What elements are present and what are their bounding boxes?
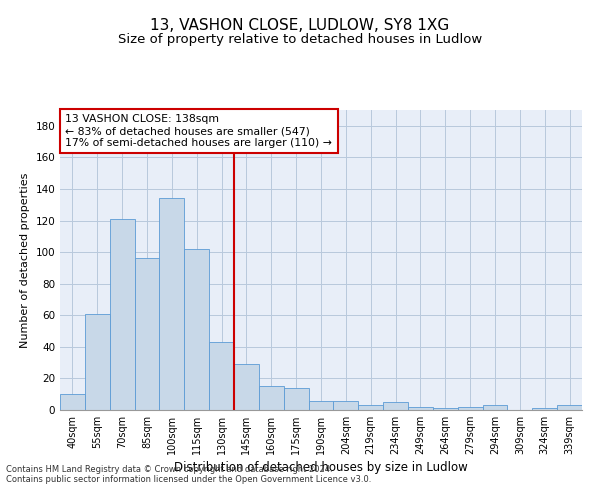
Bar [160, 198, 184, 410]
Text: 13, VASHON CLOSE, LUDLOW, SY8 1XG: 13, VASHON CLOSE, LUDLOW, SY8 1XG [151, 18, 449, 32]
Bar [408, 407, 433, 410]
Bar [433, 408, 458, 410]
Bar [259, 386, 284, 410]
Bar [532, 408, 557, 410]
Text: Size of property relative to detached houses in Ludlow: Size of property relative to detached ho… [118, 32, 482, 46]
Y-axis label: Number of detached properties: Number of detached properties [20, 172, 30, 348]
Text: Contains public sector information licensed under the Open Government Licence v3: Contains public sector information licen… [6, 476, 371, 484]
Bar [184, 249, 209, 410]
Bar [482, 406, 508, 410]
Text: Contains HM Land Registry data © Crown copyright and database right 2024.: Contains HM Land Registry data © Crown c… [6, 466, 332, 474]
Bar [234, 364, 259, 410]
Bar [85, 314, 110, 410]
Bar [383, 402, 408, 410]
X-axis label: Distribution of detached houses by size in Ludlow: Distribution of detached houses by size … [174, 461, 468, 474]
Bar [308, 400, 334, 410]
Bar [209, 342, 234, 410]
Bar [358, 406, 383, 410]
Bar [458, 407, 482, 410]
Bar [60, 394, 85, 410]
Bar [134, 258, 160, 410]
Bar [284, 388, 308, 410]
Bar [110, 219, 134, 410]
Bar [557, 406, 582, 410]
Bar [334, 400, 358, 410]
Text: 13 VASHON CLOSE: 138sqm
← 83% of detached houses are smaller (547)
17% of semi-d: 13 VASHON CLOSE: 138sqm ← 83% of detache… [65, 114, 332, 148]
